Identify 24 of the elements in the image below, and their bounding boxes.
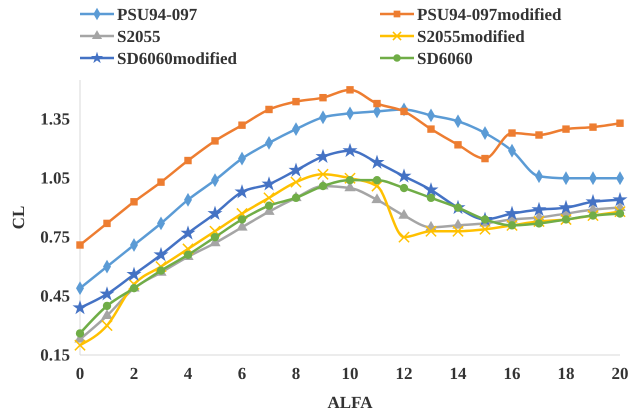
x-tick-label: 12 <box>396 364 412 384</box>
x-tick-label: 14 <box>450 364 467 384</box>
x-tick-label: 6 <box>238 364 246 384</box>
legend-label: SD6060 <box>417 49 473 68</box>
legend-label: S2055modified <box>417 27 526 46</box>
x-axis-title: ALFA <box>327 393 374 412</box>
x-tick-label: 4 <box>184 364 193 384</box>
legend-label: SD6060modified <box>117 49 238 68</box>
y-tick-label: 0.45 <box>40 286 70 306</box>
y-axis-title: CL <box>9 206 28 230</box>
x-tick-label: 20 <box>612 364 628 384</box>
x-tick-label: 0 <box>76 364 84 384</box>
y-tick-label: 0.15 <box>40 345 70 364</box>
y-tick-label: 0.75 <box>40 228 70 247</box>
x-tick-label: 18 <box>558 364 574 384</box>
x-tick-label: 8 <box>292 364 300 384</box>
x-tick-label: 10 <box>342 364 358 384</box>
legend-label: PSU94-097 <box>117 5 198 24</box>
x-tick-label: 2 <box>130 364 138 384</box>
y-tick-label: 1.05 <box>40 168 70 188</box>
y-tick-label: 1.35 <box>40 110 70 129</box>
x-tick-label: 16 <box>504 364 520 384</box>
legend-label: PSU94-097modified <box>417 5 562 24</box>
legend-label: S2055 <box>117 27 160 46</box>
